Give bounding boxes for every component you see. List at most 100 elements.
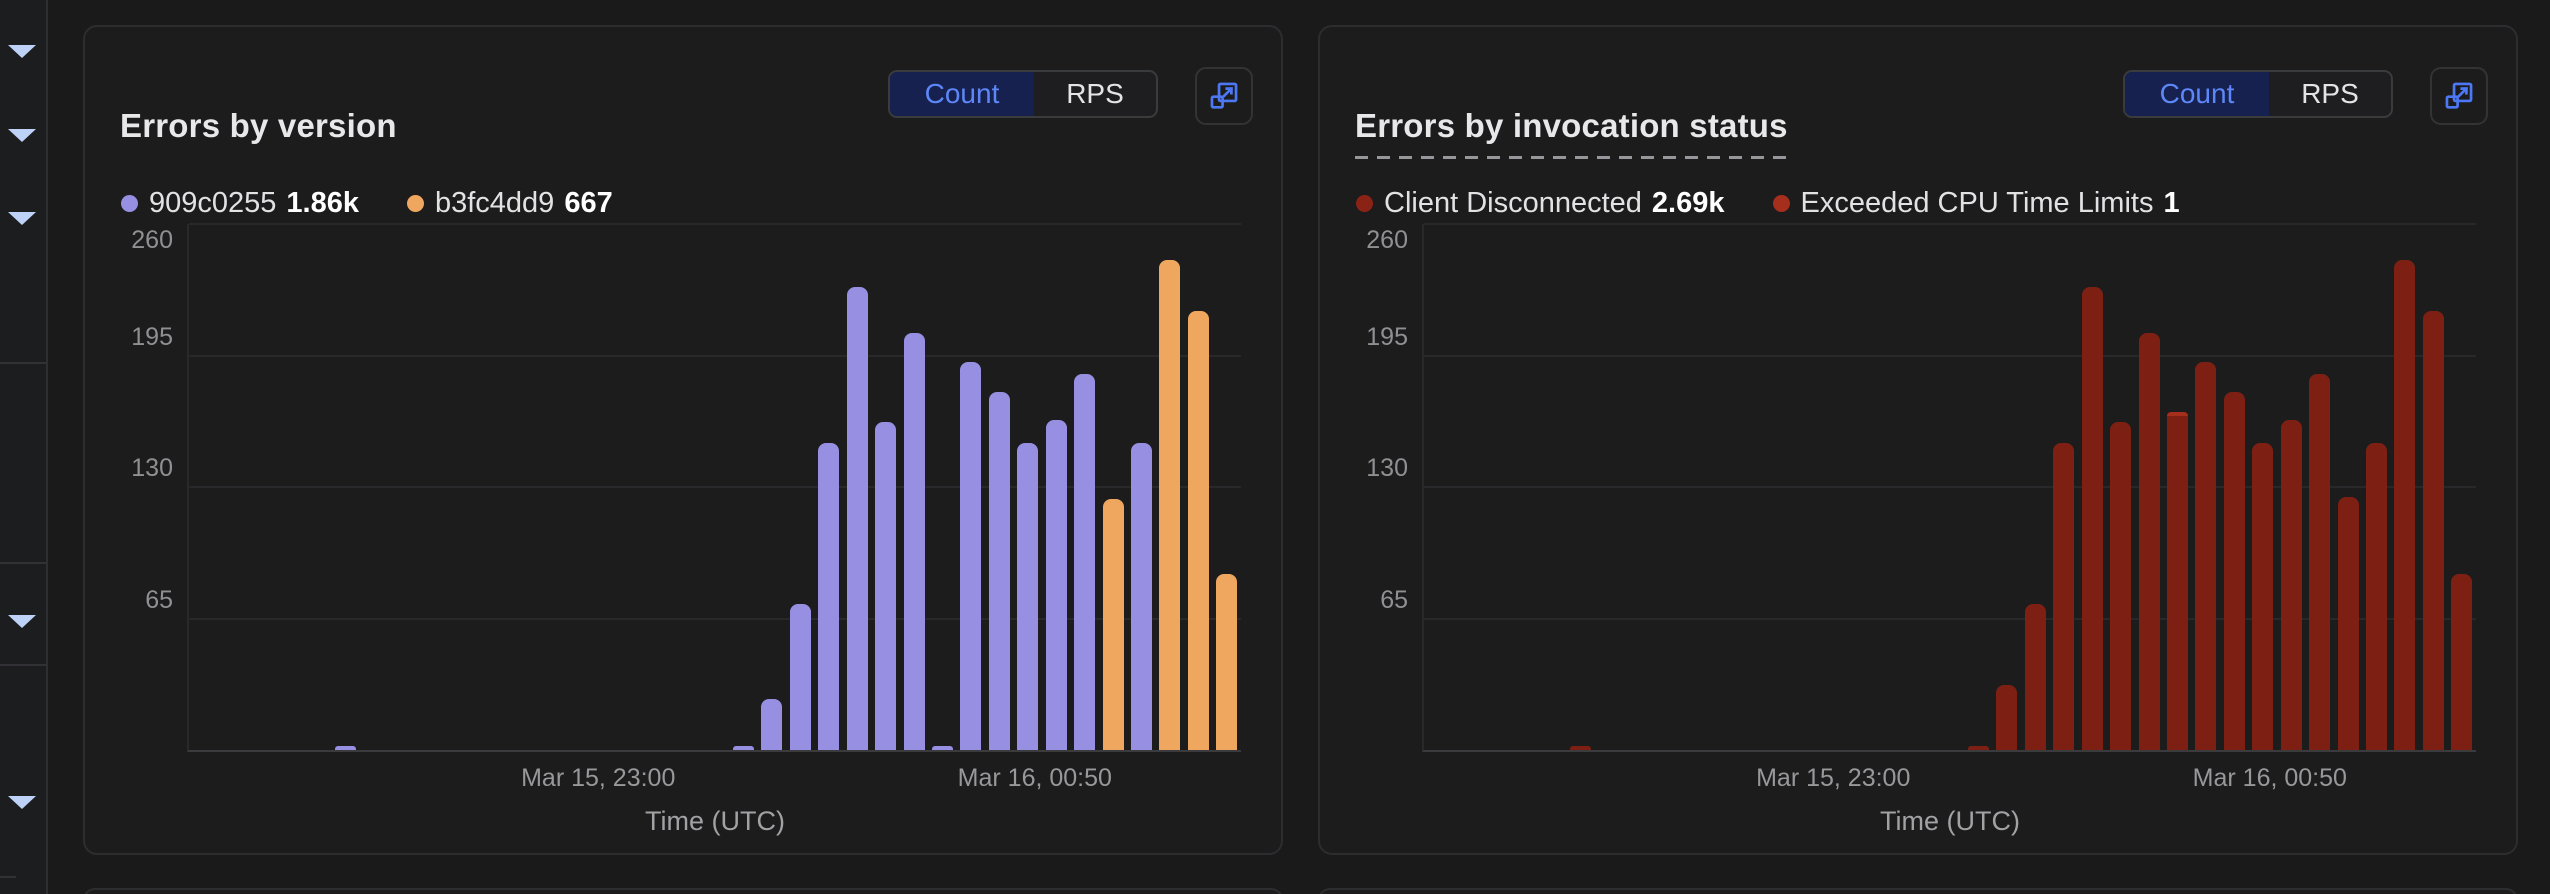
panel-title: Errors by invocation status [1355, 107, 1788, 159]
legend-dot-icon [1356, 195, 1373, 212]
sidebar-divider [0, 664, 46, 666]
bar [1130, 442, 1152, 750]
expand-chart-button[interactable] [1195, 67, 1253, 125]
legend-label: 909c0255 [149, 187, 277, 219]
toggle-count[interactable]: Count [2125, 72, 2269, 116]
legend-value: 1 [2163, 187, 2180, 219]
legend-item[interactable]: b3fc4dd9 667 [406, 187, 613, 220]
bar [988, 391, 1010, 750]
expand-chart-button[interactable] [2430, 67, 2488, 125]
bar [2280, 420, 2302, 750]
legend-label: Client Disconnected [1384, 187, 1642, 219]
toggle-rps[interactable]: RPS [1066, 78, 1124, 109]
bar [1967, 745, 1989, 750]
bar [2394, 260, 2416, 750]
next-panel-top-edge [83, 888, 1283, 894]
bar-chart-plot[interactable]: Time (UTC) 65 130 195 260 Mar 15, 23:00 Mar 1… [1366, 223, 2476, 836]
y-axis-tick-label: 260 [131, 226, 173, 254]
next-panel-top-edge [1318, 888, 2518, 894]
legend-label: Exceeded CPU Time Limits [1800, 187, 2154, 219]
panel-title: Errors by version [120, 107, 397, 144]
expand-icon [1210, 82, 1238, 109]
x-axis-tick-label: Mar 15, 23:00 [521, 764, 676, 792]
gridline [1424, 617, 2476, 620]
gridline [1424, 354, 2476, 357]
chevron-down-icon[interactable] [8, 615, 36, 628]
bar [334, 745, 356, 750]
bar [761, 699, 783, 750]
bar [2422, 311, 2444, 750]
x-axis-tick-label: Mar 16, 00:50 [957, 764, 1112, 792]
bar [1102, 499, 1124, 750]
gridline [189, 486, 1241, 488]
legend-dot-icon [406, 195, 424, 212]
y-axis-tick-label: 65 [1380, 585, 1408, 614]
bar [732, 745, 754, 750]
chevron-down-icon[interactable] [8, 796, 36, 809]
bar [1187, 311, 1209, 750]
y-axis-tick-label: 130 [131, 454, 173, 482]
bar [960, 361, 982, 750]
bar [1017, 442, 1039, 750]
bar [1045, 420, 1067, 750]
bar [875, 422, 897, 750]
bar [2138, 333, 2160, 750]
gridline [189, 617, 1241, 620]
legend-item[interactable]: Client Disconnected 2.69k [1356, 187, 1725, 220]
count-rps-toggle: Count RPS [2123, 70, 2393, 118]
toggle-rps[interactable]: RPS [2301, 78, 2359, 109]
bar-chart-plot[interactable]: Time (UTC) 65 130 195 260 Mar 15, 23:00 Mar 1… [131, 223, 1241, 836]
bar [2166, 412, 2188, 417]
bar [2195, 361, 2217, 750]
sidebar-strip [0, 0, 48, 894]
sidebar-divider [0, 562, 46, 564]
y-axis-tick-label: 195 [131, 322, 173, 351]
bar [903, 333, 925, 750]
sidebar-divider [0, 876, 16, 878]
bar [2110, 422, 2132, 750]
legend-dot-icon [121, 195, 138, 212]
bar [2166, 416, 2188, 750]
y-axis-tick-label: 65 [145, 585, 173, 614]
x-axis-title: Time (UTC) [1880, 806, 2020, 836]
bar [1996, 685, 2018, 750]
chevron-down-icon[interactable] [8, 129, 36, 142]
y-axis-tick-label: 260 [1366, 226, 1408, 254]
gridline [1424, 223, 2476, 225]
bar [2309, 373, 2331, 750]
count-rps-toggle: Count RPS [888, 70, 1158, 118]
bar [2451, 574, 2473, 750]
legend-value: 667 [564, 187, 613, 219]
x-axis-tick-label: Mar 15, 23:00 [1756, 764, 1911, 792]
legend-item[interactable]: 909c0255 1.86k [121, 187, 359, 220]
bar [1569, 745, 1591, 750]
bar [818, 442, 840, 750]
panel-errors-by-version: Errors by version Count RPS 909c0255 1.86… [83, 25, 1283, 855]
legend-item[interactable]: Exceeded CPU Time Limits 1 [1772, 187, 2180, 220]
bar [2365, 442, 2387, 750]
gridline [189, 354, 1241, 357]
y-axis-tick-label: 130 [1366, 454, 1408, 482]
bar [2252, 442, 2274, 750]
bar [2024, 604, 2046, 750]
panel-errors-by-invocation-status: Errors by invocation status Count RPS Cl… [1318, 25, 2518, 855]
y-axis-tick-label: 195 [1366, 322, 1408, 351]
gridline [189, 223, 1241, 225]
chevron-down-icon[interactable] [8, 45, 36, 58]
bar [2053, 442, 2075, 750]
bar [1074, 373, 1096, 750]
bar [931, 745, 953, 750]
legend-value: 2.69k [1651, 187, 1725, 219]
chevron-down-icon[interactable] [8, 212, 36, 225]
bar [1159, 260, 1181, 750]
bar [789, 604, 811, 750]
sidebar-divider [0, 362, 46, 364]
expand-icon [2445, 82, 2473, 109]
toggle-count[interactable]: Count [890, 72, 1034, 116]
x-axis-tick-label: Mar 16, 00:50 [2192, 764, 2347, 792]
x-axis-title: Time (UTC) [645, 806, 785, 836]
bar [1216, 574, 1238, 750]
legend-value: 1.86k [286, 187, 359, 219]
legend-label: b3fc4dd9 [434, 187, 555, 219]
